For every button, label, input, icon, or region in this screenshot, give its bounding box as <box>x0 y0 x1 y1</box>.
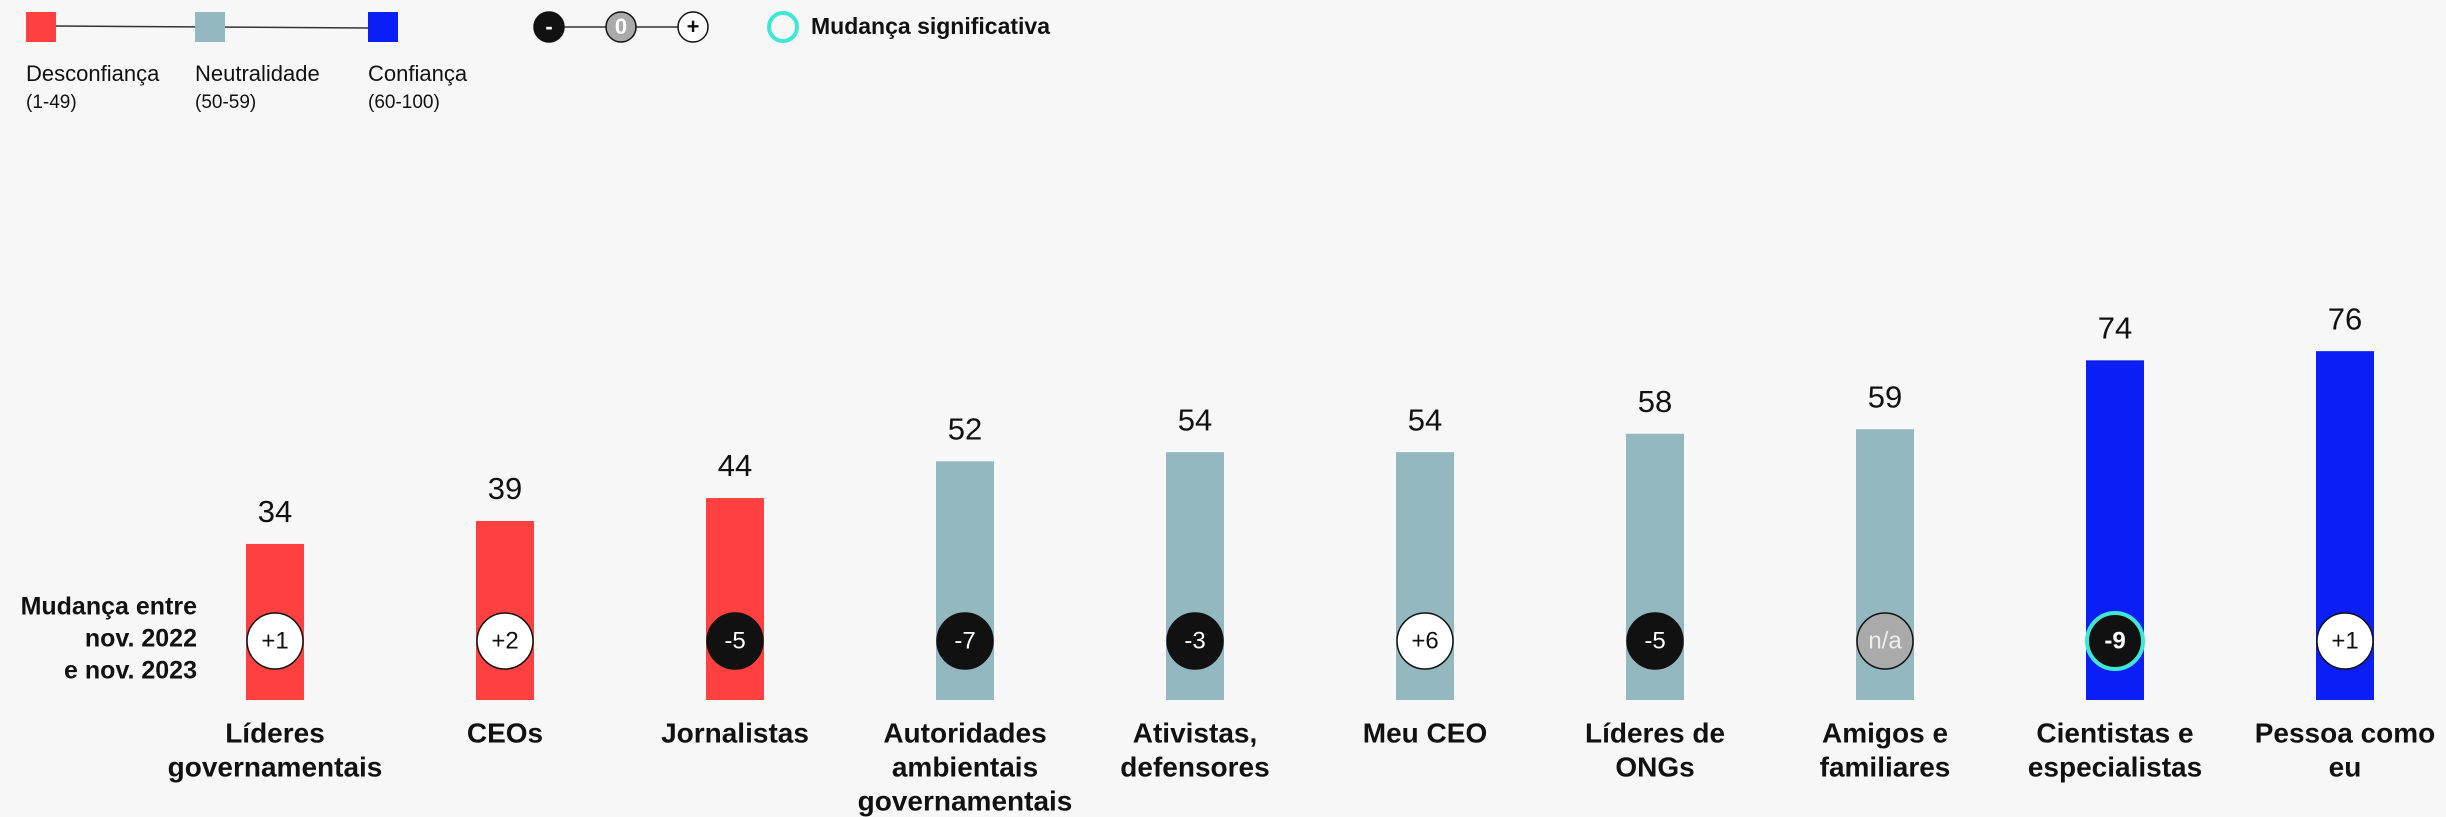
legend-change-circle <box>605 11 637 43</box>
legend-label: Desconfiança <box>26 61 160 86</box>
x-tick-label: defensores <box>1120 751 1269 782</box>
legend-significant-label: Mudança significativa <box>811 13 1050 39</box>
x-tick-label: Líderes <box>225 717 325 748</box>
x-tick-label: Meu CEO <box>1363 717 1487 748</box>
change-label: -5 <box>1644 627 1665 654</box>
legend-range: (50-59) <box>195 92 256 113</box>
value-label: 76 <box>2328 301 2362 336</box>
x-tick-label: Cientistas e <box>2036 717 2193 748</box>
legend-swatch <box>26 12 56 42</box>
legend-change-label: + <box>687 14 700 39</box>
legend-swatch <box>195 12 225 42</box>
x-tick-label: Ativistas, <box>1133 717 1258 748</box>
change-label: -7 <box>954 627 975 654</box>
x-tick-label: governamentais <box>168 751 383 782</box>
value-label: 58 <box>1638 384 1672 419</box>
legend-range: (1-49) <box>26 92 77 113</box>
change-label: -9 <box>2104 627 2125 654</box>
change-circle <box>476 612 534 670</box>
value-label: 52 <box>948 412 982 447</box>
change-circle <box>246 612 304 670</box>
value-label: 44 <box>718 448 752 483</box>
x-tick-label: familiares <box>1820 751 1951 782</box>
x-tick-label: CEOs <box>467 717 543 748</box>
legend-significant-circle <box>767 11 799 43</box>
change-circle <box>2316 612 2374 670</box>
change-circle <box>2085 611 2145 671</box>
change-circle <box>1626 612 1684 670</box>
change-label: -3 <box>1184 627 1205 654</box>
change-label: +2 <box>491 627 518 654</box>
legend-change-circle <box>533 11 565 43</box>
change-circle <box>1396 612 1454 670</box>
x-tick-label: governamentais <box>858 785 1073 816</box>
change-label: +1 <box>261 627 288 654</box>
change-circle <box>706 612 764 670</box>
x-tick-label: Líderes de <box>1585 717 1725 748</box>
x-tick-label: Pessoa como <box>2255 717 2436 748</box>
x-tick-label: Autoridades <box>883 717 1046 748</box>
change-label: +1 <box>2331 627 2358 654</box>
legend-label: Confiança <box>368 61 468 86</box>
value-label: 74 <box>2098 311 2132 346</box>
value-label: 54 <box>1408 402 1442 437</box>
value-label: 34 <box>258 494 292 529</box>
change-title: e nov. 2023 <box>64 657 197 685</box>
legend-change-label: - <box>545 14 552 39</box>
legend-label: Neutralidade <box>195 61 320 86</box>
x-tick-label: Jornalistas <box>661 717 809 748</box>
x-tick-label: ONGs <box>1615 751 1694 782</box>
change-label: -5 <box>724 627 745 654</box>
x-tick-label: ambientais <box>892 751 1038 782</box>
value-label: 39 <box>488 471 522 506</box>
x-tick-label: especialistas <box>2028 751 2202 782</box>
change-circle <box>936 612 994 670</box>
x-tick-label: eu <box>2329 751 2362 782</box>
legend-change-circle <box>677 11 709 43</box>
value-label: 59 <box>1868 379 1902 414</box>
change-title: nov. 2022 <box>85 625 197 653</box>
value-label: 54 <box>1178 402 1212 437</box>
change-title: Mudança entre <box>21 593 198 621</box>
legend-range: (60-100) <box>368 92 440 113</box>
change-circle <box>1856 612 1914 670</box>
legend-swatch <box>368 12 398 42</box>
change-label: n/a <box>1868 627 1902 654</box>
change-label: +6 <box>1411 627 1438 654</box>
change-circle <box>1166 612 1224 670</box>
x-tick-label: Amigos e <box>1822 717 1948 748</box>
legend-change-label: 0 <box>615 14 627 39</box>
bar <box>476 520 534 700</box>
